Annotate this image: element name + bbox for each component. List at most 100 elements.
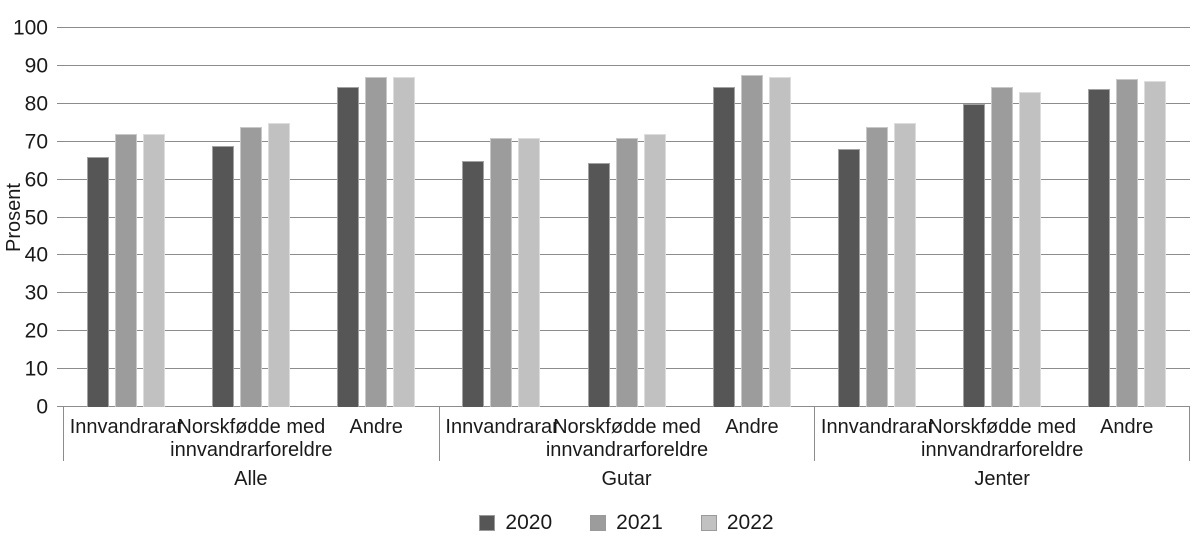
bar-2020	[712, 86, 735, 407]
category-label-cell: Andre	[1064, 416, 1189, 461]
y-tick-label: 50	[24, 206, 48, 229]
category-label: Andre	[1100, 416, 1153, 461]
category-label-cell: Norskfødde med innvandrarforeldre	[170, 416, 332, 461]
category-cluster	[211, 28, 290, 407]
category-label: Andre	[350, 416, 403, 461]
bar-2021	[365, 77, 388, 407]
category-cluster	[837, 28, 916, 407]
y-tick-label: 40	[24, 243, 48, 267]
gridline	[57, 64, 1190, 66]
category-label-line: Andre	[349, 416, 403, 438]
y-axis: 0 10 20 30 40 50 60 70 80 90 100	[0, 18, 50, 418]
group-labels-gutar: Innvandrarar Norskfødde med innvandrarfore…	[438, 407, 815, 491]
category-cluster	[963, 28, 1042, 407]
bar-group-alle	[63, 28, 439, 407]
legend-label: 2022	[726, 511, 774, 534]
legend: 2020 2021 2022	[63, 512, 1190, 533]
category-label-line: Andre	[1100, 416, 1154, 438]
group-label: Alle	[234, 468, 268, 490]
category-label: Norskfødde med innvandrarforeldre	[921, 416, 1083, 461]
bar-2020	[587, 162, 610, 407]
bar-2020	[837, 149, 860, 407]
category-label: Norskfødde med innvandrarforeldre	[170, 416, 332, 461]
legend-item-2022: 2022	[700, 511, 774, 534]
bar-2021	[865, 126, 888, 407]
bar-2021	[239, 126, 262, 407]
category-label-line: Norskfødde med	[177, 416, 326, 438]
gridline	[57, 27, 1190, 28]
category-label-cell: Andre	[314, 416, 439, 461]
bar-2021	[114, 134, 137, 407]
category-label-line: innvandrarforeldre	[170, 439, 333, 461]
bar-2020	[211, 145, 234, 407]
bar-2022	[1144, 81, 1167, 407]
bar-2022	[267, 122, 290, 407]
category-label-line: Norskfødde med	[553, 416, 701, 438]
category-cluster	[462, 28, 541, 407]
category-label-line: Andre	[725, 416, 779, 438]
category-label-line: innvandrarforeldre	[921, 439, 1084, 461]
bar-2021	[615, 137, 638, 407]
legend-swatch-2021	[590, 514, 607, 531]
bar-2022	[393, 77, 416, 407]
category-label-row: Innvandrarar Norskfødde med innvandrarfore…	[438, 407, 815, 461]
category-label-row: Innvandrarar Norskfødde med innvandrarfore…	[63, 407, 439, 461]
bar-2021	[490, 137, 513, 407]
y-tick-label: 30	[24, 281, 48, 305]
category-label-cell: Innvandrarar	[64, 416, 189, 461]
y-tick-label: 20	[24, 319, 48, 343]
y-tick-label: 90	[24, 54, 48, 78]
bars-layer	[63, 28, 1190, 407]
category-label-cell: Innvandrarar	[440, 416, 565, 461]
category-label-line: innvandrarforeldre	[545, 439, 709, 461]
legend-label: 2021	[616, 511, 663, 534]
legend-label: 2020	[505, 511, 553, 534]
legend-item-2020: 2020	[479, 512, 552, 533]
group-labels-jenter: Innvandrarar Norskfødde med innvandrarfore…	[814, 407, 1191, 491]
category-cluster	[712, 28, 791, 407]
legend-swatch-2020	[479, 514, 496, 531]
bar-2020	[1088, 88, 1111, 407]
bar-group-jenter	[814, 28, 1190, 407]
legend-swatch-2022	[700, 514, 717, 531]
bar-2020	[337, 86, 360, 407]
category-label-line: Innvandrarar	[820, 416, 935, 438]
x-axis: Innvandrarar Norskfødde med innvandrarfore…	[63, 407, 1191, 491]
bar-2021	[991, 86, 1014, 407]
category-label-line: Norskfødde med	[928, 416, 1077, 438]
category-label-cell: Innvandrarar	[815, 416, 940, 461]
category-cluster	[1088, 28, 1167, 407]
group-label: Gutar	[601, 468, 652, 490]
category-label-cell: Norskfødde med innvandrarforeldre	[546, 416, 708, 461]
y-tick-label: 80	[24, 92, 48, 116]
category-label-cell: Norskfødde med innvandrarforeldre	[921, 416, 1083, 461]
y-tick-label: 70	[24, 130, 48, 154]
category-cluster	[86, 28, 165, 407]
category-label-row: Innvandrarar Norskfødde med innvandrarfore…	[814, 407, 1191, 461]
y-tick-label: 60	[24, 168, 48, 192]
category-label-line: Innvandrarar	[445, 416, 559, 438]
y-tick-label: 0	[36, 395, 48, 419]
y-tick-label: 100	[12, 16, 48, 40]
category-label-line: Innvandrarar	[69, 416, 184, 438]
y-tick-label: 10	[24, 357, 48, 381]
category-label: Norskfødde med innvandrarforeldre	[546, 416, 708, 461]
bar-2021	[1116, 79, 1139, 407]
category-cluster	[337, 28, 416, 407]
bar-2021	[740, 75, 763, 407]
category-label: Andre	[725, 416, 778, 461]
bar-2022	[768, 77, 791, 407]
bar-2022	[518, 137, 541, 407]
category-label-cell: Andre	[689, 416, 814, 461]
legend-item-2021: 2021	[590, 512, 663, 533]
category-label: Innvandrarar	[445, 416, 558, 461]
category-cluster	[587, 28, 666, 407]
bar-2022	[643, 134, 666, 407]
bar-group-gutar	[439, 28, 815, 407]
bar-2020	[462, 160, 485, 407]
bar-2022	[893, 122, 916, 407]
category-label: Innvandrarar	[70, 416, 183, 461]
category-label: Innvandrarar	[821, 416, 934, 461]
group-labels-alle: Innvandrarar Norskfødde med innvandrarfore…	[63, 407, 439, 491]
